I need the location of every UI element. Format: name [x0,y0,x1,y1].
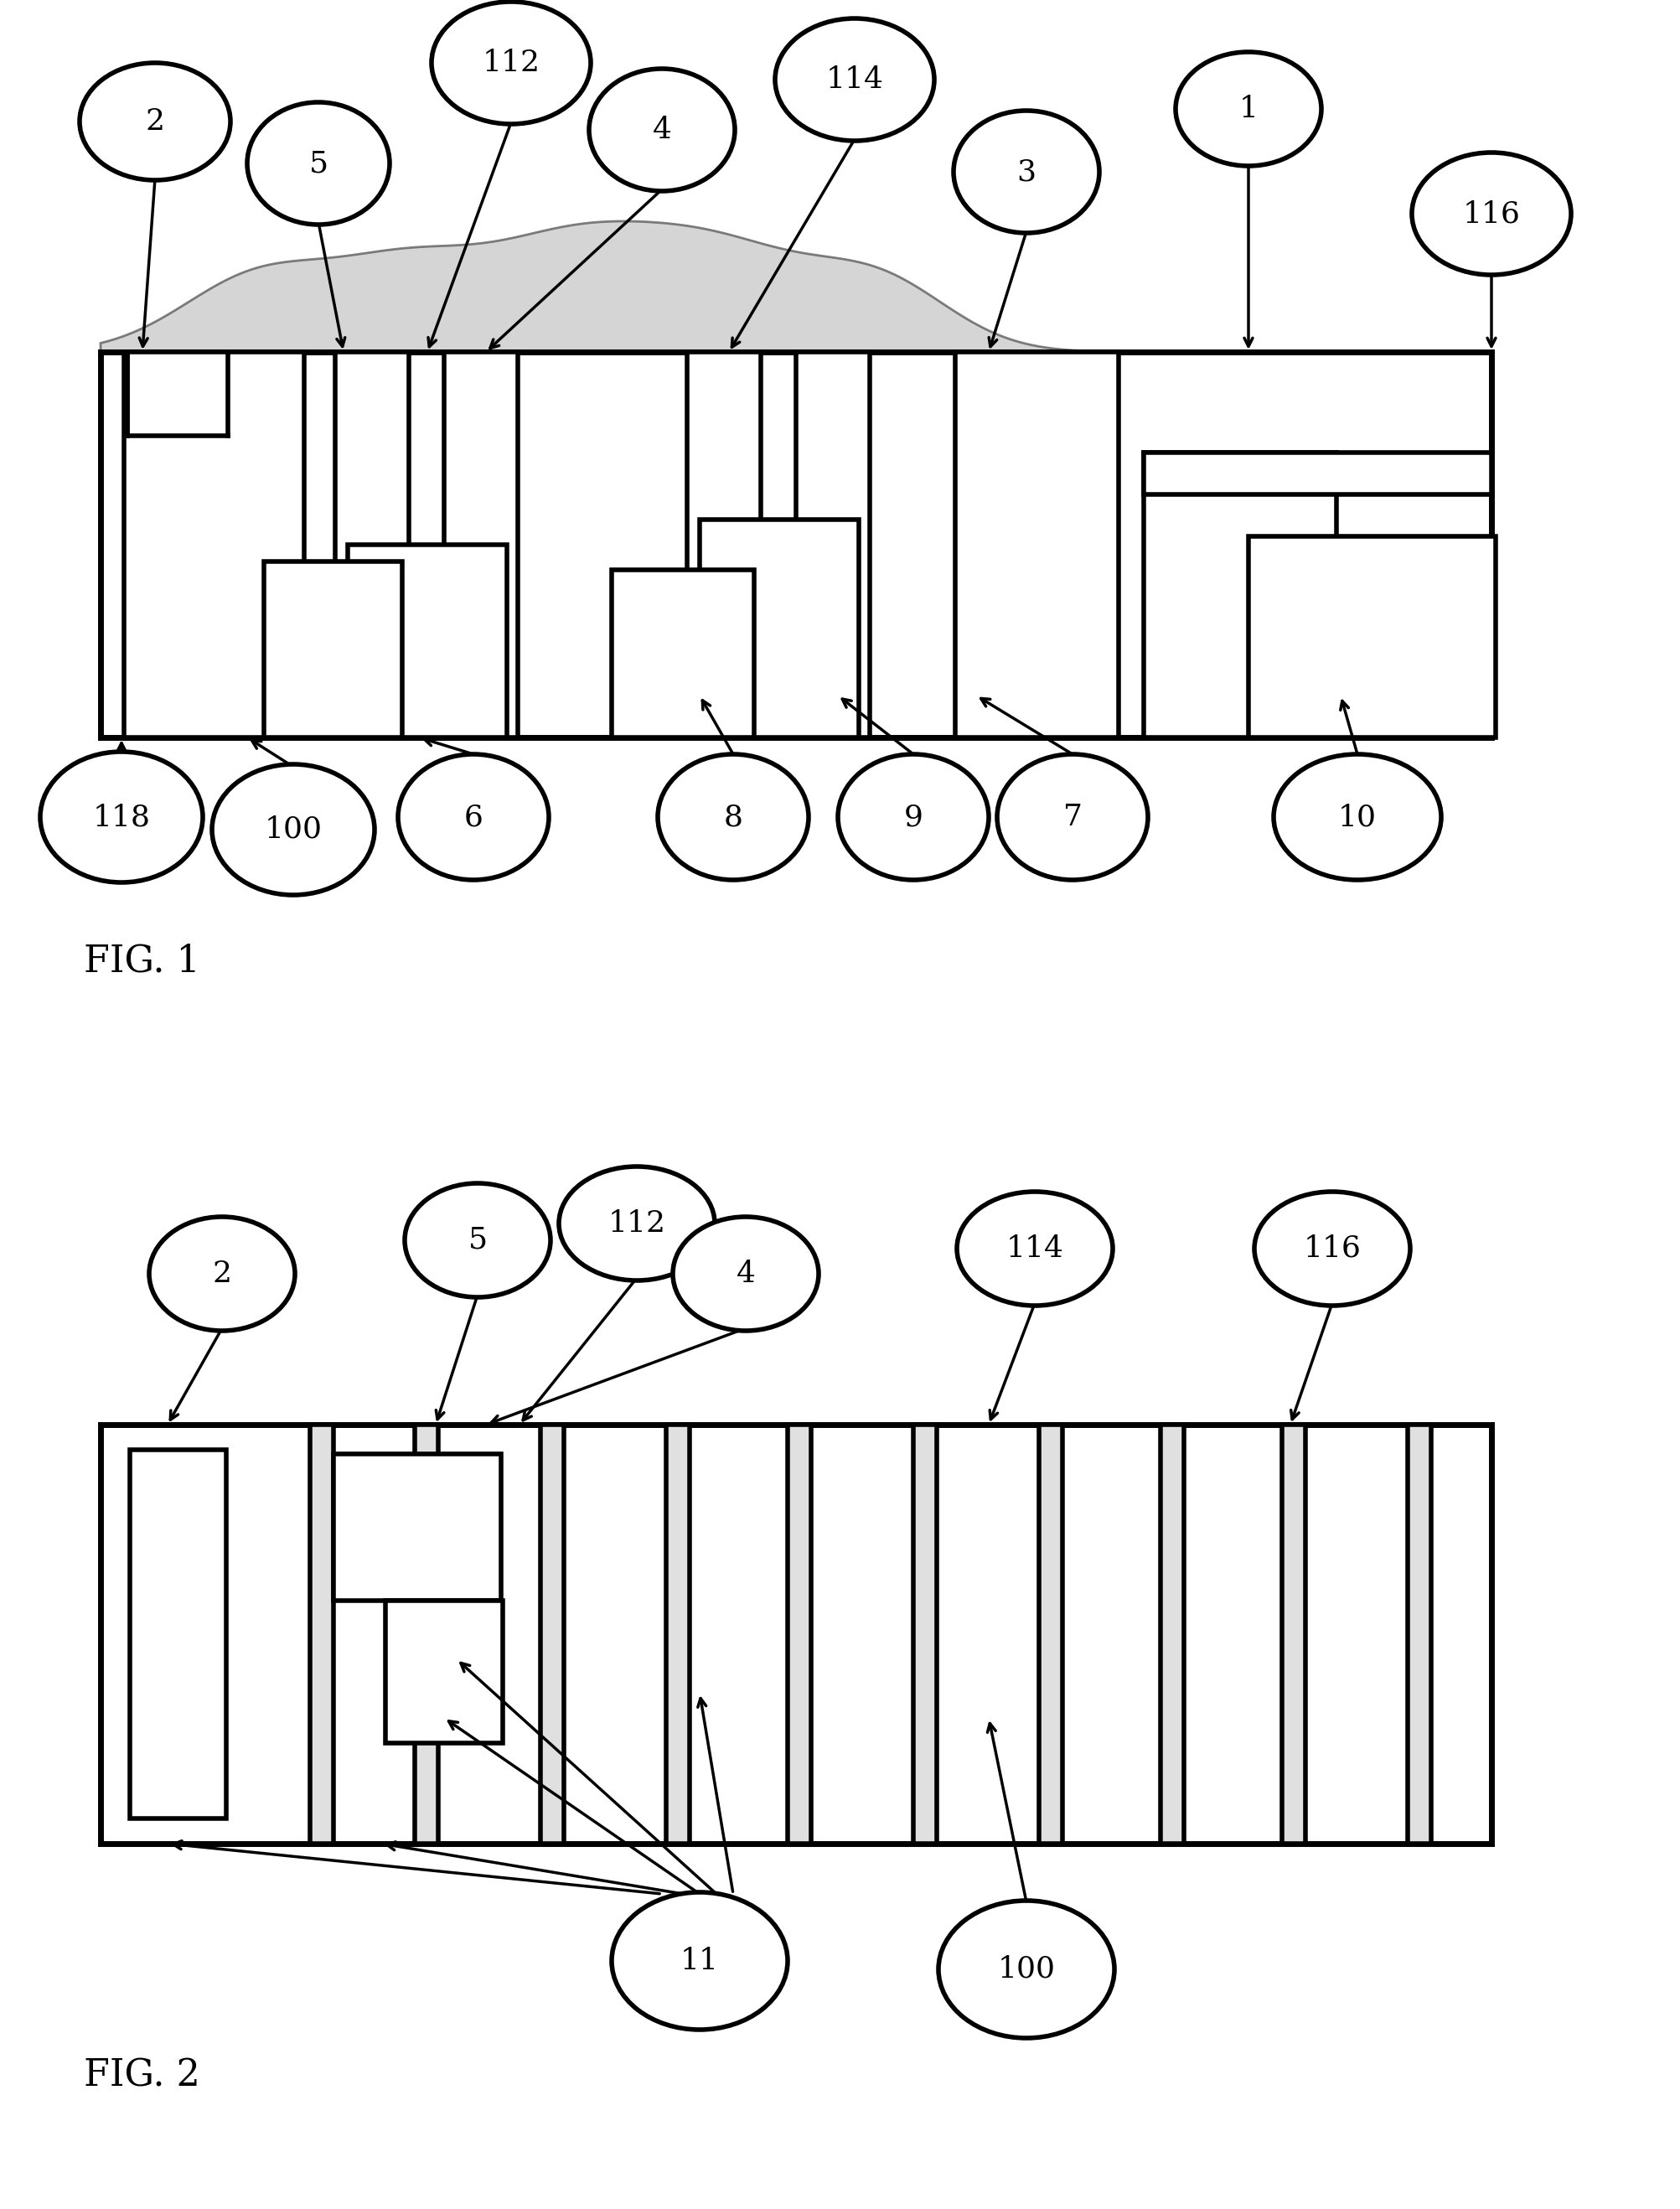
Bar [687,351,761,738]
Bar [101,1425,1492,1845]
Text: 9: 9 [904,802,922,831]
Text: 10: 10 [1339,802,1376,831]
Ellipse shape [954,110,1099,232]
Bar [541,1425,564,1845]
Ellipse shape [150,1217,296,1330]
Bar [444,351,517,738]
Text: 8: 8 [724,802,743,831]
Bar [612,570,754,738]
Ellipse shape [998,753,1147,879]
Text: FIG. 2: FIG. 2 [84,2059,200,2094]
Bar [334,1454,501,1602]
Text: 116: 116 [1304,1235,1361,1264]
Text: 6: 6 [464,802,482,831]
Text: 116: 116 [1463,199,1520,228]
Text: 114: 114 [827,66,884,93]
Ellipse shape [612,1893,788,2030]
Ellipse shape [774,18,934,141]
Bar [348,546,507,738]
Ellipse shape [958,1191,1112,1306]
Bar [1144,453,1492,495]
Ellipse shape [247,102,390,225]
Text: 100: 100 [998,1955,1055,1984]
Ellipse shape [79,62,230,181]
Bar [667,1425,689,1845]
Bar [1038,1425,1062,1845]
Ellipse shape [559,1166,714,1281]
Text: 11: 11 [680,1946,719,1975]
Text: 7: 7 [1063,802,1082,831]
Bar [101,351,1492,738]
Text: 100: 100 [264,815,323,844]
Ellipse shape [659,753,808,879]
Text: 112: 112 [608,1208,665,1237]
Polygon shape [101,221,1156,351]
Bar [956,351,1119,738]
Ellipse shape [405,1184,551,1297]
Bar [788,1425,811,1845]
Text: 4: 4 [652,115,672,144]
Ellipse shape [1255,1191,1410,1306]
Ellipse shape [1273,753,1441,879]
Ellipse shape [1176,53,1322,166]
Ellipse shape [212,764,375,895]
Bar [264,561,402,738]
Text: 5: 5 [469,1226,487,1255]
Ellipse shape [40,751,203,881]
Ellipse shape [939,1900,1114,2039]
Ellipse shape [398,753,549,879]
Bar [385,1602,502,1743]
Ellipse shape [1411,152,1571,274]
Bar [796,351,870,738]
Text: 2: 2 [212,1259,232,1288]
Bar [128,351,228,435]
Bar [1144,453,1337,738]
Text: 118: 118 [92,802,151,831]
Text: 4: 4 [736,1259,756,1288]
Text: 3: 3 [1016,157,1037,186]
Bar [311,1425,334,1845]
Ellipse shape [590,68,734,190]
Bar [1408,1425,1431,1845]
Bar [124,351,304,738]
Ellipse shape [838,753,990,879]
Bar [699,519,858,738]
Bar [129,1449,227,1818]
Text: FIG. 1: FIG. 1 [84,943,200,979]
Bar [1282,1425,1305,1845]
Bar [336,351,408,738]
Bar [1161,1425,1184,1845]
Text: 1: 1 [1238,95,1258,124]
Text: 112: 112 [482,49,539,77]
Bar [415,1425,438,1845]
Text: 5: 5 [309,150,328,177]
Text: 2: 2 [146,108,165,135]
Bar [1248,537,1495,738]
Bar [914,1425,937,1845]
Text: 114: 114 [1006,1235,1063,1264]
Ellipse shape [432,2,591,124]
Ellipse shape [672,1217,818,1330]
